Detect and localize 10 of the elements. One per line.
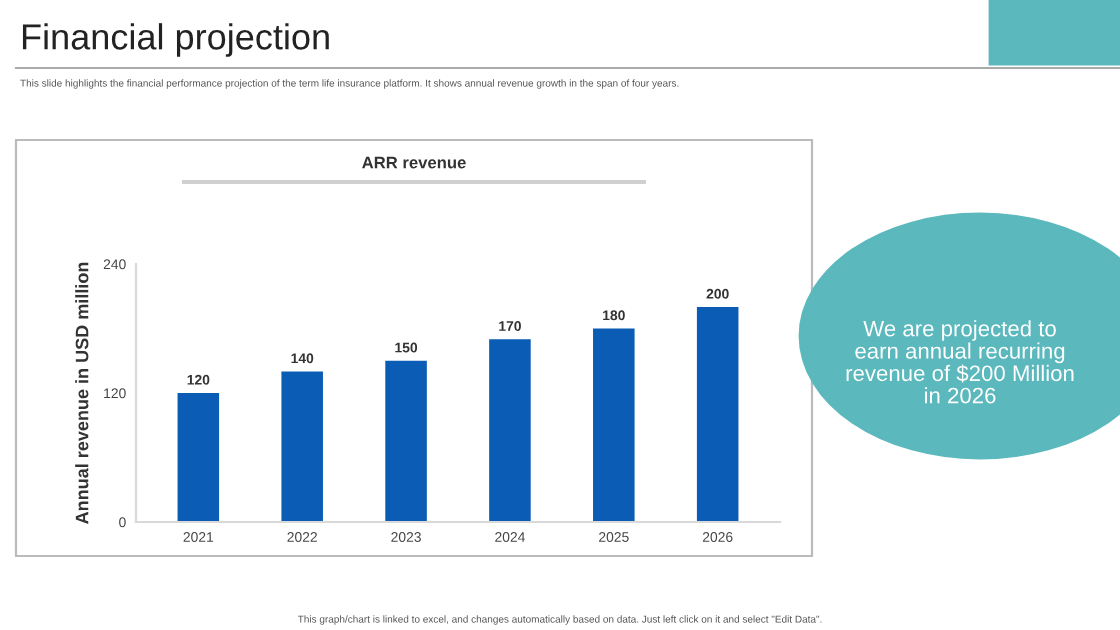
bar bbox=[593, 328, 635, 522]
text: We are projected to earn annual recurring revenue of $200 Million in 2026 bbox=[846, 320, 1074, 404]
y-axis-title: Annual revenue in USD million bbox=[75, 262, 89, 524]
text: ARR revenue bbox=[362, 156, 466, 169]
chart-title: Financial projection bbox=[22, 23, 329, 57]
bar bbox=[489, 339, 531, 522]
bar bbox=[696, 307, 739, 522]
bar bbox=[281, 371, 323, 522]
bar bbox=[385, 360, 427, 522]
bar bbox=[177, 393, 220, 522]
